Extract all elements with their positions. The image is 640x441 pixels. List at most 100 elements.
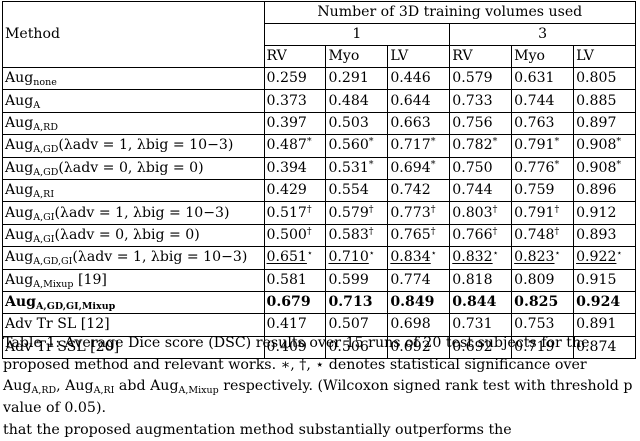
value-cell: 0.782* xyxy=(449,134,513,158)
value-cell: 0.259 xyxy=(264,66,327,90)
dsc-value: 0.893 xyxy=(576,226,617,243)
dsc-value: 0.713 xyxy=(328,294,373,311)
table-row: Augnone 0.259 0.291 0.446 0.579 0.631 0.805 xyxy=(2,66,636,90)
dsc-value: 0.517 xyxy=(266,204,307,221)
value-cell: 0.599 xyxy=(325,268,389,292)
value-cell: 0.631 xyxy=(511,66,575,90)
significance-mark: ⋆ xyxy=(368,248,375,260)
table-row: AugA,Mixup [19] 0.581 0.599 0.774 0.818 0.809… xyxy=(2,268,636,292)
significance-mark: * xyxy=(492,136,498,148)
value-cell: 0.896 xyxy=(573,178,636,202)
value-cell: 0.517† xyxy=(264,201,327,225)
dsc-value: 0.782 xyxy=(452,137,493,154)
value-cell: 0.581 xyxy=(264,268,327,292)
value-cell: 0.698 xyxy=(387,313,451,337)
method-cell: AugA,Mixup [19] xyxy=(2,268,265,292)
significance-mark: ⋆ xyxy=(554,248,561,260)
value-cell: 0.692 xyxy=(387,335,451,360)
method-subscript: A,RD xyxy=(33,121,58,133)
value-cell: 0.373 xyxy=(264,89,327,113)
dsc-value: 0.710 xyxy=(328,249,369,266)
method-cell: Augnone xyxy=(2,66,265,90)
dsc-value: 0.503 xyxy=(328,114,369,131)
dsc-value: 0.631 xyxy=(514,70,555,87)
significance-mark: ⋆ xyxy=(430,248,437,260)
value-cell: 0.834⋆ xyxy=(387,246,451,270)
method-subscript: A,GD xyxy=(33,166,59,178)
value-cell: 0.744 xyxy=(511,89,575,113)
dsc-value: 0.651 xyxy=(266,249,307,266)
dsc-value: 0.644 xyxy=(390,92,431,109)
method-name: Aug xyxy=(5,271,34,288)
volume-count-1: 1 xyxy=(264,23,451,46)
value-cell: 0.484 xyxy=(325,89,389,113)
dsc-value: 0.291 xyxy=(328,70,369,87)
method-name: Aug xyxy=(5,92,34,109)
value-cell: 0.844 xyxy=(449,290,513,314)
significance-mark: * xyxy=(368,158,374,170)
dsc-value: 0.774 xyxy=(390,271,431,288)
table-row: AugA,RD 0.397 0.503 0.663 0.756 0.763 0.897 xyxy=(2,111,636,135)
method-subscript: none xyxy=(33,77,57,89)
method-subscript: A,GI xyxy=(33,233,55,245)
dsc-value: 0.560 xyxy=(328,137,369,154)
significance-mark: † xyxy=(492,225,498,237)
caption-mid-1: , Aug xyxy=(56,378,94,394)
value-cell: 0.756 xyxy=(449,111,513,135)
dsc-value: 0.748 xyxy=(514,226,555,243)
value-cell: 0.891 xyxy=(573,313,636,337)
dsc-value: 0.897 xyxy=(576,114,617,131)
method-name: Aug xyxy=(5,137,34,154)
method-params: (λadv = 1, λbig = 10−3) xyxy=(54,204,230,221)
method-params: (λadv = 0, λbig = 0) xyxy=(58,159,204,176)
value-cell: 0.753 xyxy=(511,313,575,337)
value-cell: 0.849 xyxy=(387,290,451,314)
significance-mark: * xyxy=(616,136,622,148)
caption-label: Table 1: xyxy=(3,335,61,351)
value-cell: 0.531* xyxy=(325,156,389,180)
method-name: Aug xyxy=(5,182,34,199)
method-cell: AugA,GI(λadv = 1, λbig = 10−3) xyxy=(2,201,265,225)
method-name: Aug xyxy=(5,226,34,243)
dsc-value: 0.717 xyxy=(390,137,431,154)
method-name: Aug xyxy=(5,159,34,176)
dsc-value: 0.692 xyxy=(390,338,431,355)
method-params: (λadv = 1, λbig = 10−3) xyxy=(58,137,234,154)
dsc-value: 0.912 xyxy=(576,204,617,221)
value-cell: 0.397 xyxy=(264,111,327,135)
dsc-value: 0.409 xyxy=(266,338,307,355)
value-cell: 0.651⋆ xyxy=(264,246,327,270)
value-cell: 0.446 xyxy=(387,66,451,90)
dsc-value: 0.763 xyxy=(514,114,555,131)
dsc-value: 0.599 xyxy=(328,271,369,288)
dsc-value: 0.487 xyxy=(266,137,307,154)
value-cell: 0.823⋆ xyxy=(511,246,575,270)
method-name: Aug xyxy=(5,204,34,221)
method-params: [19] xyxy=(73,271,107,288)
dsc-value: 0.844 xyxy=(452,294,497,311)
col-header-lv-3: LV xyxy=(573,45,636,68)
significance-mark: † xyxy=(554,225,560,237)
method-params: (λadv = 0, λbig = 0) xyxy=(54,226,200,243)
dsc-value: 0.679 xyxy=(266,294,311,311)
dsc-value: 0.759 xyxy=(514,182,555,199)
table-row: AugA,GD(λadv = 0, λbig = 0) 0.394 0.531* 0.… xyxy=(2,156,636,180)
dsc-value: 0.753 xyxy=(514,316,555,333)
header-row-columns: RV Myo LV RV Myo LV xyxy=(3,45,636,68)
value-cell: 0.818 xyxy=(449,268,513,292)
value-cell: 0.487* xyxy=(264,134,327,158)
dsc-value: 0.756 xyxy=(452,114,493,131)
table-row: AugA 0.373 0.484 0.644 0.733 0.744 0.885 xyxy=(2,89,636,113)
results-table-body: Method Number of 3D training volumes use… xyxy=(2,1,637,360)
table-caption: Table 1: Average Dice score (DSC) result… xyxy=(3,333,633,419)
value-cell: 0.500† xyxy=(264,223,327,247)
value-cell: 0.394 xyxy=(264,156,327,180)
significance-mark: † xyxy=(554,203,560,215)
significance-mark: † xyxy=(430,225,436,237)
col-header-rv-3: RV xyxy=(449,45,513,68)
caption-sub-mixup: A,Mixup xyxy=(178,385,219,396)
value-cell: 0.503 xyxy=(325,111,389,135)
table-row: AugA,GD,GI,Mixup 0.679 0.713 0.849 0.844 0.82… xyxy=(2,290,636,314)
dsc-value: 0.692 xyxy=(452,338,493,355)
value-cell: 0.915 xyxy=(573,268,636,292)
